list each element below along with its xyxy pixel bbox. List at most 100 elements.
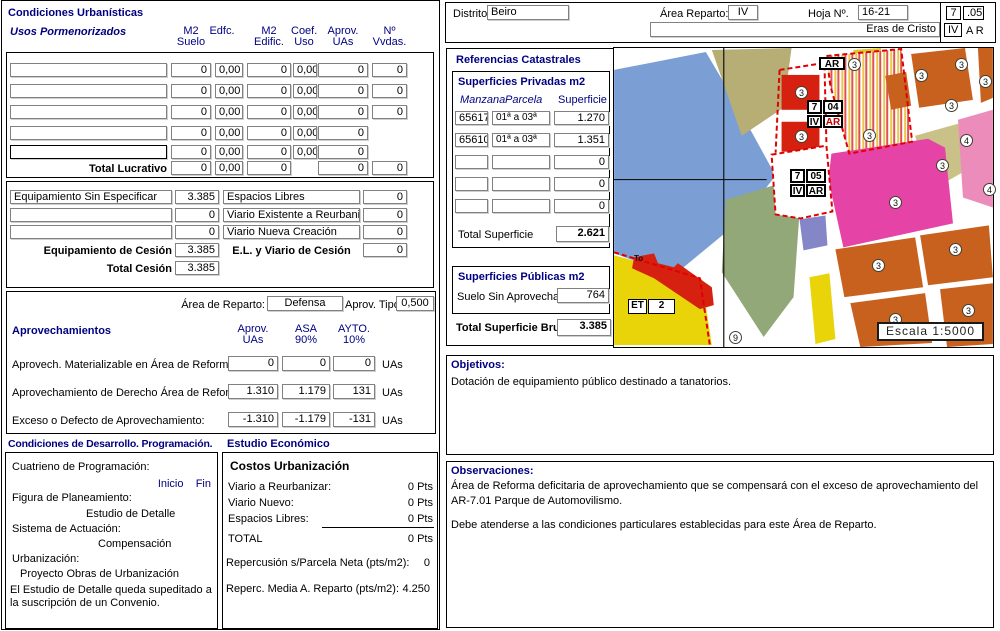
area-reparto-label: Área Reparto:: [660, 8, 729, 20]
area-de-reparto-field[interactable]: Defensa: [267, 296, 343, 311]
cesion-right-label[interactable]: Espacios Libres: [223, 190, 360, 204]
cesion-left-label[interactable]: Equipamiento Sin Especificar: [10, 190, 172, 204]
manzana-field[interactable]: 65617: [455, 111, 488, 125]
aprov-unit: UAs: [382, 415, 403, 427]
observaciones-title: Observaciones:: [451, 465, 534, 477]
map-marker: 3: [936, 159, 949, 172]
uso-row-label[interactable]: [10, 105, 167, 119]
uso-row-label[interactable]: [10, 63, 167, 77]
cesion-right-value[interactable]: 0: [363, 208, 407, 222]
cesion-left-value[interactable]: 3.385: [175, 190, 219, 204]
uso-row-label[interactable]: [10, 126, 167, 140]
uso-m2-edific[interactable]: 0: [247, 84, 291, 98]
uso-m2-suelo[interactable]: 0: [171, 145, 211, 159]
inicio-fin-label: Inicio Fin: [157, 478, 211, 490]
urbanizacion-label: Urbanización:: [12, 553, 80, 565]
uso-edfc[interactable]: 0,00: [215, 84, 243, 98]
uso-m2-edific[interactable]: 0: [247, 63, 291, 77]
uso-edfc[interactable]: 0,00: [215, 63, 243, 77]
uso-m2-edific[interactable]: 0: [247, 126, 291, 140]
uso-m2-suelo[interactable]: 0: [171, 63, 211, 77]
manzana-field[interactable]: [455, 155, 488, 169]
map-704-zone: IV: [807, 115, 822, 128]
uso-aprov-uas[interactable]: 0: [318, 126, 368, 140]
aprov-v3[interactable]: -131: [333, 412, 375, 427]
aprov-v2[interactable]: 0: [282, 356, 330, 371]
cesion-right-value[interactable]: 0: [363, 225, 407, 239]
superficie-field[interactable]: 0: [554, 177, 609, 191]
parcela-field[interactable]: 01ª a 03ª: [492, 133, 550, 147]
manzana-field[interactable]: [455, 177, 488, 191]
map-705-num: 7: [790, 169, 805, 183]
uso-n-vvdas[interactable]: 0: [372, 84, 407, 98]
equip-cesion-label: Equipamiento de Cesión: [43, 245, 172, 257]
total-cesion-label: Total Cesión: [106, 263, 172, 275]
aprov-tipo-field[interactable]: 0,500: [396, 296, 434, 311]
aprov-v3[interactable]: 131: [333, 384, 375, 399]
cesion-right-value[interactable]: 0: [363, 190, 407, 204]
uso-edfc[interactable]: 0,00: [215, 126, 243, 140]
superficie-field[interactable]: 1.270: [554, 111, 609, 125]
aprov-v1[interactable]: 1.310: [228, 384, 278, 399]
uso-row-label[interactable]: [10, 145, 167, 159]
uso-aprov-uas[interactable]: 0: [318, 63, 368, 77]
cesion-left-label[interactable]: [10, 208, 172, 222]
parcela-field[interactable]: [492, 155, 550, 169]
reperc-media-value: 4.250: [402, 583, 430, 595]
uso-coef-uso[interactable]: 0,00: [293, 84, 317, 98]
cesion-right-label[interactable]: Viario Existente a Reurbanizar: [223, 208, 360, 222]
map-705-ar: AR: [806, 184, 826, 197]
uso-m2-suelo[interactable]: 0: [171, 84, 211, 98]
parcela-field[interactable]: [492, 177, 550, 191]
uso-m2-edific[interactable]: 0: [247, 145, 291, 159]
col-edfc: Edfc.: [209, 25, 235, 37]
distrito-field[interactable]: Beiro: [487, 5, 569, 20]
uso-m2-suelo[interactable]: 0: [171, 126, 211, 140]
uso-edfc[interactable]: 0,00: [215, 105, 243, 119]
uso-aprov-uas[interactable]: 0: [318, 105, 368, 119]
cesion-left-label[interactable]: [10, 225, 172, 239]
hoja-num-field[interactable]: 16-21: [858, 5, 908, 20]
cesion-left-value[interactable]: 0: [175, 208, 219, 222]
aprov-v2[interactable]: -1.179: [282, 412, 330, 427]
observaciones-p1: Área de Reforma deficitaria de aprovecha…: [451, 480, 979, 507]
manzana-field[interactable]: [455, 199, 488, 213]
uso-coef-uso[interactable]: 0,00: [293, 105, 317, 119]
code-cluster-box: 7 .05 IV A R: [940, 2, 996, 43]
uso-aprov-uas[interactable]: 0: [318, 145, 368, 159]
objetivos-text: Dotación de equipamiento público destina…: [451, 376, 732, 388]
cesion-right-label[interactable]: Viario Nueva Creación: [223, 225, 360, 239]
superficie-field[interactable]: 1.351: [554, 133, 609, 147]
cesion-left-value[interactable]: 0: [175, 225, 219, 239]
aprov-v3[interactable]: 0: [333, 356, 375, 371]
parcela-field[interactable]: [492, 199, 550, 213]
aprov-v1[interactable]: 0: [228, 356, 278, 371]
uso-edfc[interactable]: 0,00: [215, 145, 243, 159]
uso-row-label[interactable]: [10, 84, 167, 98]
uso-n-vvdas[interactable]: 0: [372, 63, 407, 77]
uso-aprov-uas[interactable]: 0: [318, 84, 368, 98]
col-manzana: Manzana: [460, 94, 506, 106]
uso-coef-uso[interactable]: 0,00: [293, 145, 317, 159]
uso-n-vvdas[interactable]: 0: [372, 105, 407, 119]
uso-coef-uso[interactable]: 0,00: [293, 63, 317, 77]
parcela-field[interactable]: 01ª a 03ª: [492, 111, 550, 125]
aprov-v2[interactable]: 1.179: [282, 384, 330, 399]
suelo-sin-aprovecham-value[interactable]: 764: [557, 288, 609, 303]
superficie-field[interactable]: 0: [554, 155, 609, 169]
aprov-row-label: Exceso o Defecto de Aprovechamiento:: [12, 415, 205, 427]
map-705-zone: IV: [790, 184, 805, 197]
area-reparto-field[interactable]: IV: [728, 5, 758, 20]
map-marker: 3: [955, 58, 968, 71]
uso-coef-uso[interactable]: 0,00: [293, 126, 317, 140]
uso-m2-edific[interactable]: 0: [247, 105, 291, 119]
superficie-field[interactable]: 0: [554, 199, 609, 213]
col-ayto-10: AYTO. 10%: [338, 323, 370, 346]
total-superficie-bruta-value: 3.385: [557, 319, 611, 336]
manzana-field[interactable]: 65610: [455, 133, 488, 147]
total-lucrativo-aprov-uas: 0: [318, 161, 368, 175]
uso-m2-suelo[interactable]: 0: [171, 105, 211, 119]
area-name-field[interactable]: Eras de Cristo: [650, 22, 940, 37]
aprov-v1[interactable]: -1.310: [228, 412, 278, 427]
total-superficie-value: 2.621: [556, 226, 609, 242]
